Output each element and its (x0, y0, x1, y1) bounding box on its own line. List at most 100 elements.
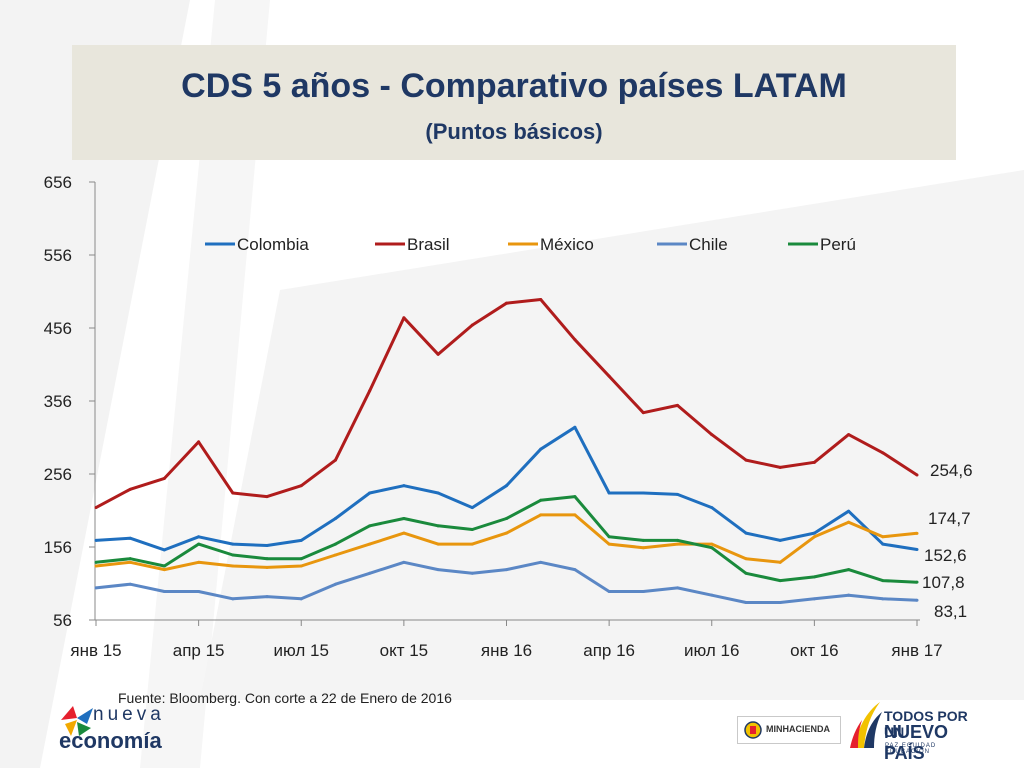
data-point-colombia (812, 531, 816, 535)
y-tick-label: 256 (44, 465, 72, 484)
data-point-perú (368, 524, 372, 528)
data-point-perú (333, 542, 337, 546)
data-point-brasil (573, 338, 577, 342)
data-point-colombia (402, 484, 406, 488)
data-point-perú (197, 542, 201, 546)
data-point-brasil (847, 433, 851, 437)
x-tick-label: окт 15 (380, 641, 429, 660)
data-point-chile (607, 590, 611, 594)
y-tick-label: 456 (44, 319, 72, 338)
data-point-brasil (539, 298, 543, 302)
data-point-perú (676, 538, 680, 542)
data-point-perú (128, 557, 132, 561)
x-tick-label: янв 16 (481, 641, 532, 660)
gov-slogan-line1: TODOS POR UN (884, 708, 968, 740)
data-point-méxico (265, 565, 269, 569)
gov-slogan-line3: PAZ EQUIDAD EDUCACIÓN (885, 743, 937, 755)
x-tick-label: июл 15 (274, 641, 329, 660)
end-value-label: 107,8 (922, 573, 965, 592)
data-point-perú (641, 538, 645, 542)
data-point-chile (128, 582, 132, 586)
data-point-méxico (470, 542, 474, 546)
data-point-chile (231, 597, 235, 601)
data-point-brasil (231, 491, 235, 495)
data-point-perú (847, 568, 851, 572)
y-tick-label: 556 (44, 246, 72, 265)
data-point-chile (847, 593, 851, 597)
data-point-méxico (505, 531, 508, 535)
minhacienda-logo: MINHACIENDA (737, 716, 841, 744)
data-point-colombia (505, 484, 508, 488)
nueva-economia-mark-icon (61, 706, 93, 736)
data-point-perú (573, 495, 577, 499)
data-point-colombia (676, 492, 680, 496)
data-point-colombia (607, 491, 611, 495)
gov-slogan-line2: NUEVO PAÍS (884, 722, 949, 763)
data-point-colombia (333, 517, 337, 521)
data-point-brasil (505, 301, 508, 305)
data-point-colombia (539, 447, 543, 451)
data-point-colombia (197, 535, 201, 539)
data-point-colombia (915, 547, 919, 551)
data-point-brasil (128, 487, 132, 491)
data-point-méxico (333, 553, 337, 557)
data-point-chile (744, 600, 748, 604)
data-point-chile (94, 586, 98, 590)
data-point-perú (539, 498, 543, 502)
data-point-brasil (676, 403, 680, 407)
data-point-brasil (915, 473, 919, 477)
legend-label: México (540, 235, 594, 254)
x-tick-label: янв 15 (70, 641, 121, 660)
data-point-chile (368, 571, 372, 575)
data-point-méxico (197, 560, 201, 564)
data-point-chile (505, 568, 508, 572)
data-point-colombia (744, 531, 748, 535)
data-point-méxico (128, 560, 132, 564)
data-point-colombia (94, 538, 98, 542)
legend-label: Brasil (407, 235, 450, 254)
data-point-brasil (710, 433, 714, 437)
data-point-brasil (368, 389, 372, 393)
y-tick-label: 156 (44, 538, 72, 557)
data-point-méxico (778, 560, 782, 564)
data-point-perú (265, 557, 269, 561)
data-point-chile (881, 597, 885, 601)
data-point-brasil (333, 458, 337, 462)
nueva-economia-logo: nueva economía (55, 700, 175, 760)
data-point-brasil (812, 460, 816, 464)
data-point-colombia (231, 542, 235, 546)
data-point-perú (402, 517, 406, 521)
data-point-perú (915, 580, 919, 584)
x-tick-label: июл 16 (684, 641, 739, 660)
data-point-méxico (162, 568, 166, 572)
data-point-colombia (710, 506, 714, 510)
legend-label: Colombia (237, 235, 309, 254)
data-point-colombia (778, 538, 782, 542)
logo-economia-text: economía (59, 728, 162, 753)
logo-nueva-text: nueva (93, 704, 165, 725)
data-point-perú (881, 579, 885, 583)
minhacienda-text: MINHACIENDA (766, 724, 830, 734)
data-point-méxico (573, 513, 577, 517)
data-point-brasil (436, 352, 440, 356)
page-subtitle: (Puntos básicos) (425, 119, 603, 144)
data-point-perú (436, 524, 440, 528)
data-point-méxico (812, 535, 816, 539)
data-point-perú (94, 560, 98, 564)
data-point-chile (573, 568, 577, 572)
data-point-chile (299, 597, 303, 601)
data-point-chile (333, 582, 337, 586)
data-point-méxico (402, 531, 406, 535)
todos-por-un-nuevo-pais-logo: TODOS POR UN NUEVO PAÍS PAZ EQUIDAD EDUC… (848, 698, 978, 763)
legend-label: Chile (689, 235, 728, 254)
title-banner: CDS 5 años - Comparativo países LATAM (P… (72, 45, 956, 160)
data-point-brasil (744, 458, 748, 462)
data-point-perú (505, 517, 508, 521)
data-point-chile (402, 560, 406, 564)
data-point-méxico (299, 564, 303, 568)
data-point-perú (299, 557, 303, 561)
source-note: Fuente: Bloomberg. Con corte a 22 de Ene… (118, 690, 452, 706)
data-point-colombia (265, 544, 269, 548)
data-point-chile (915, 598, 919, 602)
